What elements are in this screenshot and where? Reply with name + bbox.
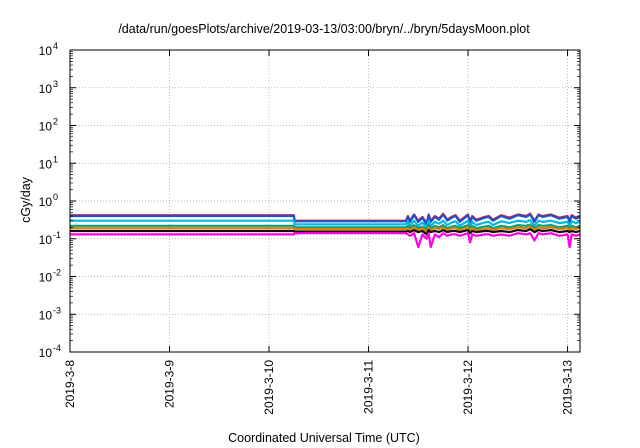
x-tick-label: 2019-3-12 bbox=[461, 360, 475, 415]
x-tick-label: 2019-3-8 bbox=[63, 360, 77, 408]
y-tick-label: 10 0 bbox=[39, 192, 58, 209]
y-tick-label: 10 -1 bbox=[39, 230, 61, 247]
y-tick-base: 10 bbox=[39, 120, 53, 134]
y-tick-base: 10 bbox=[39, 44, 53, 58]
y-tick-exponent: 0 bbox=[53, 192, 58, 202]
y-tick-label: 10 2 bbox=[39, 117, 58, 134]
series-line-3 bbox=[70, 219, 581, 229]
y-tick-base: 10 bbox=[39, 195, 53, 209]
y-tick-label: 10 -2 bbox=[39, 268, 61, 285]
y-tick-label: 10 4 bbox=[39, 41, 58, 58]
x-tick-label: 2019-3-13 bbox=[561, 360, 575, 415]
series-line-2 bbox=[70, 213, 581, 226]
grid-lines bbox=[70, 50, 580, 352]
x-axis: 2019-3-8 2019-3-9 2019-3-10 2019-3-11 2019-3… bbox=[63, 50, 575, 415]
y-tick-exponent: 2 bbox=[53, 117, 58, 127]
x-axis-label: Coordinated Universal Time (UTC) bbox=[228, 431, 420, 445]
y-tick-exponent: -4 bbox=[53, 343, 61, 353]
y-tick-label: 10 1 bbox=[39, 154, 58, 171]
y-axis-label: cGy/day bbox=[19, 176, 33, 223]
series-line-7 bbox=[70, 232, 581, 249]
y-tick-base: 10 bbox=[39, 308, 53, 322]
x-tick-label: 2019-3-11 bbox=[362, 360, 376, 414]
y-tick-base: 10 bbox=[39, 346, 53, 360]
y-tick-base: 10 bbox=[39, 233, 53, 247]
y-tick-exponent: -1 bbox=[53, 230, 61, 240]
data-series bbox=[70, 212, 581, 249]
y-tick-exponent: -2 bbox=[53, 268, 61, 278]
series-line-5 bbox=[70, 225, 581, 234]
y-tick-exponent: 4 bbox=[53, 41, 58, 51]
chart-title: /data/run/goesPlots/archive/2019-03-13/0… bbox=[118, 22, 530, 36]
x-tick-label: 2019-3-10 bbox=[262, 360, 276, 415]
y-tick-base: 10 bbox=[39, 157, 53, 171]
y-tick-label: 10 3 bbox=[39, 79, 58, 96]
y-tick-exponent: 3 bbox=[53, 79, 58, 89]
x-tick-label: 2019-3-9 bbox=[163, 360, 177, 408]
y-tick-base: 10 bbox=[39, 82, 53, 96]
y-tick-base: 10 bbox=[39, 271, 53, 285]
y-tick-label: 10 -4 bbox=[39, 343, 61, 360]
y-tick-label: 10 -3 bbox=[39, 305, 61, 322]
y-tick-exponent: -3 bbox=[53, 305, 61, 315]
y-tick-exponent: 1 bbox=[53, 154, 58, 164]
series-line-6 bbox=[70, 228, 581, 236]
